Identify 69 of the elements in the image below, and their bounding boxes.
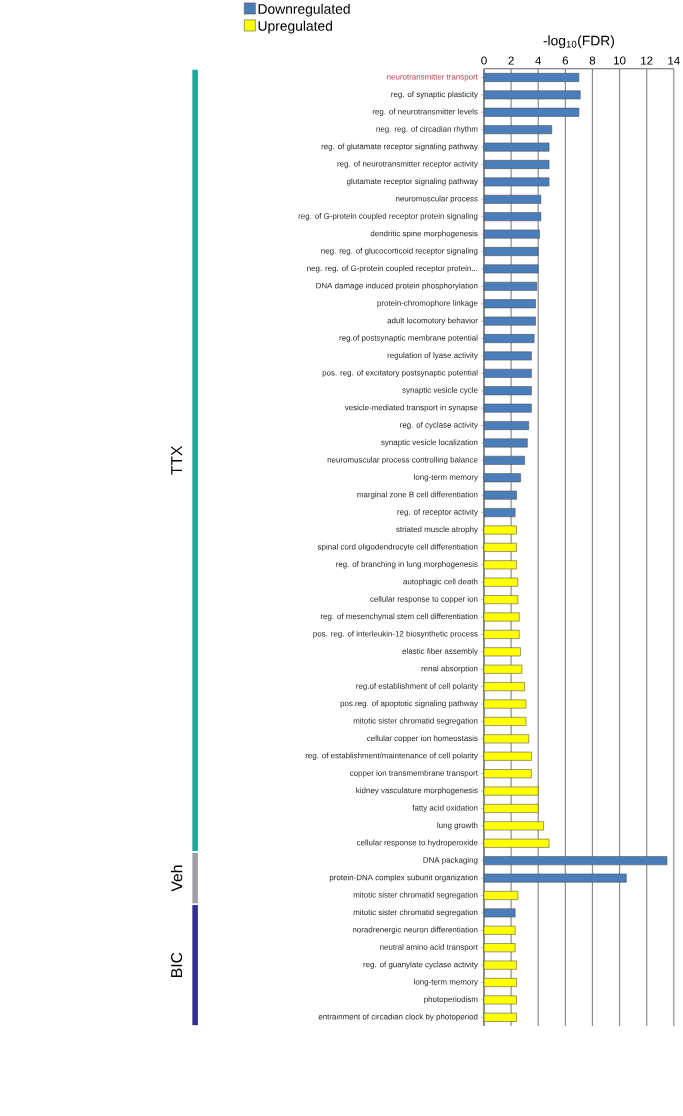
bar <box>483 386 532 396</box>
bar <box>483 508 516 518</box>
bar <box>483 716 527 726</box>
bar <box>483 334 535 343</box>
bar <box>483 316 536 326</box>
bar <box>483 473 521 483</box>
bar <box>483 629 520 639</box>
bar <box>483 751 532 761</box>
x-tick-label: 12 <box>641 56 653 65</box>
bar <box>483 925 516 935</box>
bar <box>483 142 550 152</box>
bar <box>483 734 529 744</box>
bar <box>483 595 519 605</box>
x-tick-label: 0 <box>481 56 487 65</box>
bar <box>483 769 532 779</box>
bar <box>483 856 668 866</box>
bar <box>483 525 517 535</box>
bar <box>483 891 519 900</box>
bar <box>483 838 550 848</box>
bar <box>483 612 520 622</box>
bar <box>483 125 552 135</box>
bar <box>483 960 517 970</box>
text: BIC <box>170 952 183 977</box>
bar <box>483 490 517 500</box>
bar <box>483 403 532 413</box>
bar <box>483 908 516 918</box>
bar <box>483 281 538 291</box>
bar <box>483 177 550 187</box>
bar <box>483 160 550 169</box>
bar <box>483 786 539 796</box>
x-axis-title: -log$_{10}$(FDR) <box>543 35 614 49</box>
x-tick-label: 8 <box>589 56 596 65</box>
bar <box>483 978 517 987</box>
x-tick-label: 6 <box>562 56 568 65</box>
bar <box>483 247 539 256</box>
bar <box>483 73 580 82</box>
bar <box>483 90 581 100</box>
x-tick-label: 2 <box>508 56 514 65</box>
bar <box>483 299 536 309</box>
bar <box>483 368 532 378</box>
x-tick-label: 14 <box>668 56 680 65</box>
bar <box>483 542 517 552</box>
bar <box>483 264 539 274</box>
bar <box>483 438 528 448</box>
x-tick-label: 10 <box>613 56 626 65</box>
bar <box>483 577 519 587</box>
bar <box>483 821 544 831</box>
bar <box>483 107 580 117</box>
bar <box>483 351 532 361</box>
bar <box>483 699 527 709</box>
x-tick-label: 4 <box>535 56 541 65</box>
legend-label: Downregulated <box>258 3 350 17</box>
bar <box>483 943 516 953</box>
bar <box>483 682 525 692</box>
bar <box>483 873 627 883</box>
text: Veh <box>170 865 183 892</box>
bar <box>483 194 542 204</box>
bar <box>483 421 529 431</box>
bar <box>483 229 540 239</box>
bar <box>483 1012 517 1022</box>
bar <box>483 664 523 674</box>
legend-label: Upregulated <box>258 20 332 34</box>
bar <box>483 804 539 813</box>
bar <box>483 647 521 657</box>
bar <box>483 560 517 570</box>
text: TTX <box>171 445 182 475</box>
bar <box>483 455 525 465</box>
bar <box>483 995 517 1005</box>
bar <box>483 212 542 222</box>
